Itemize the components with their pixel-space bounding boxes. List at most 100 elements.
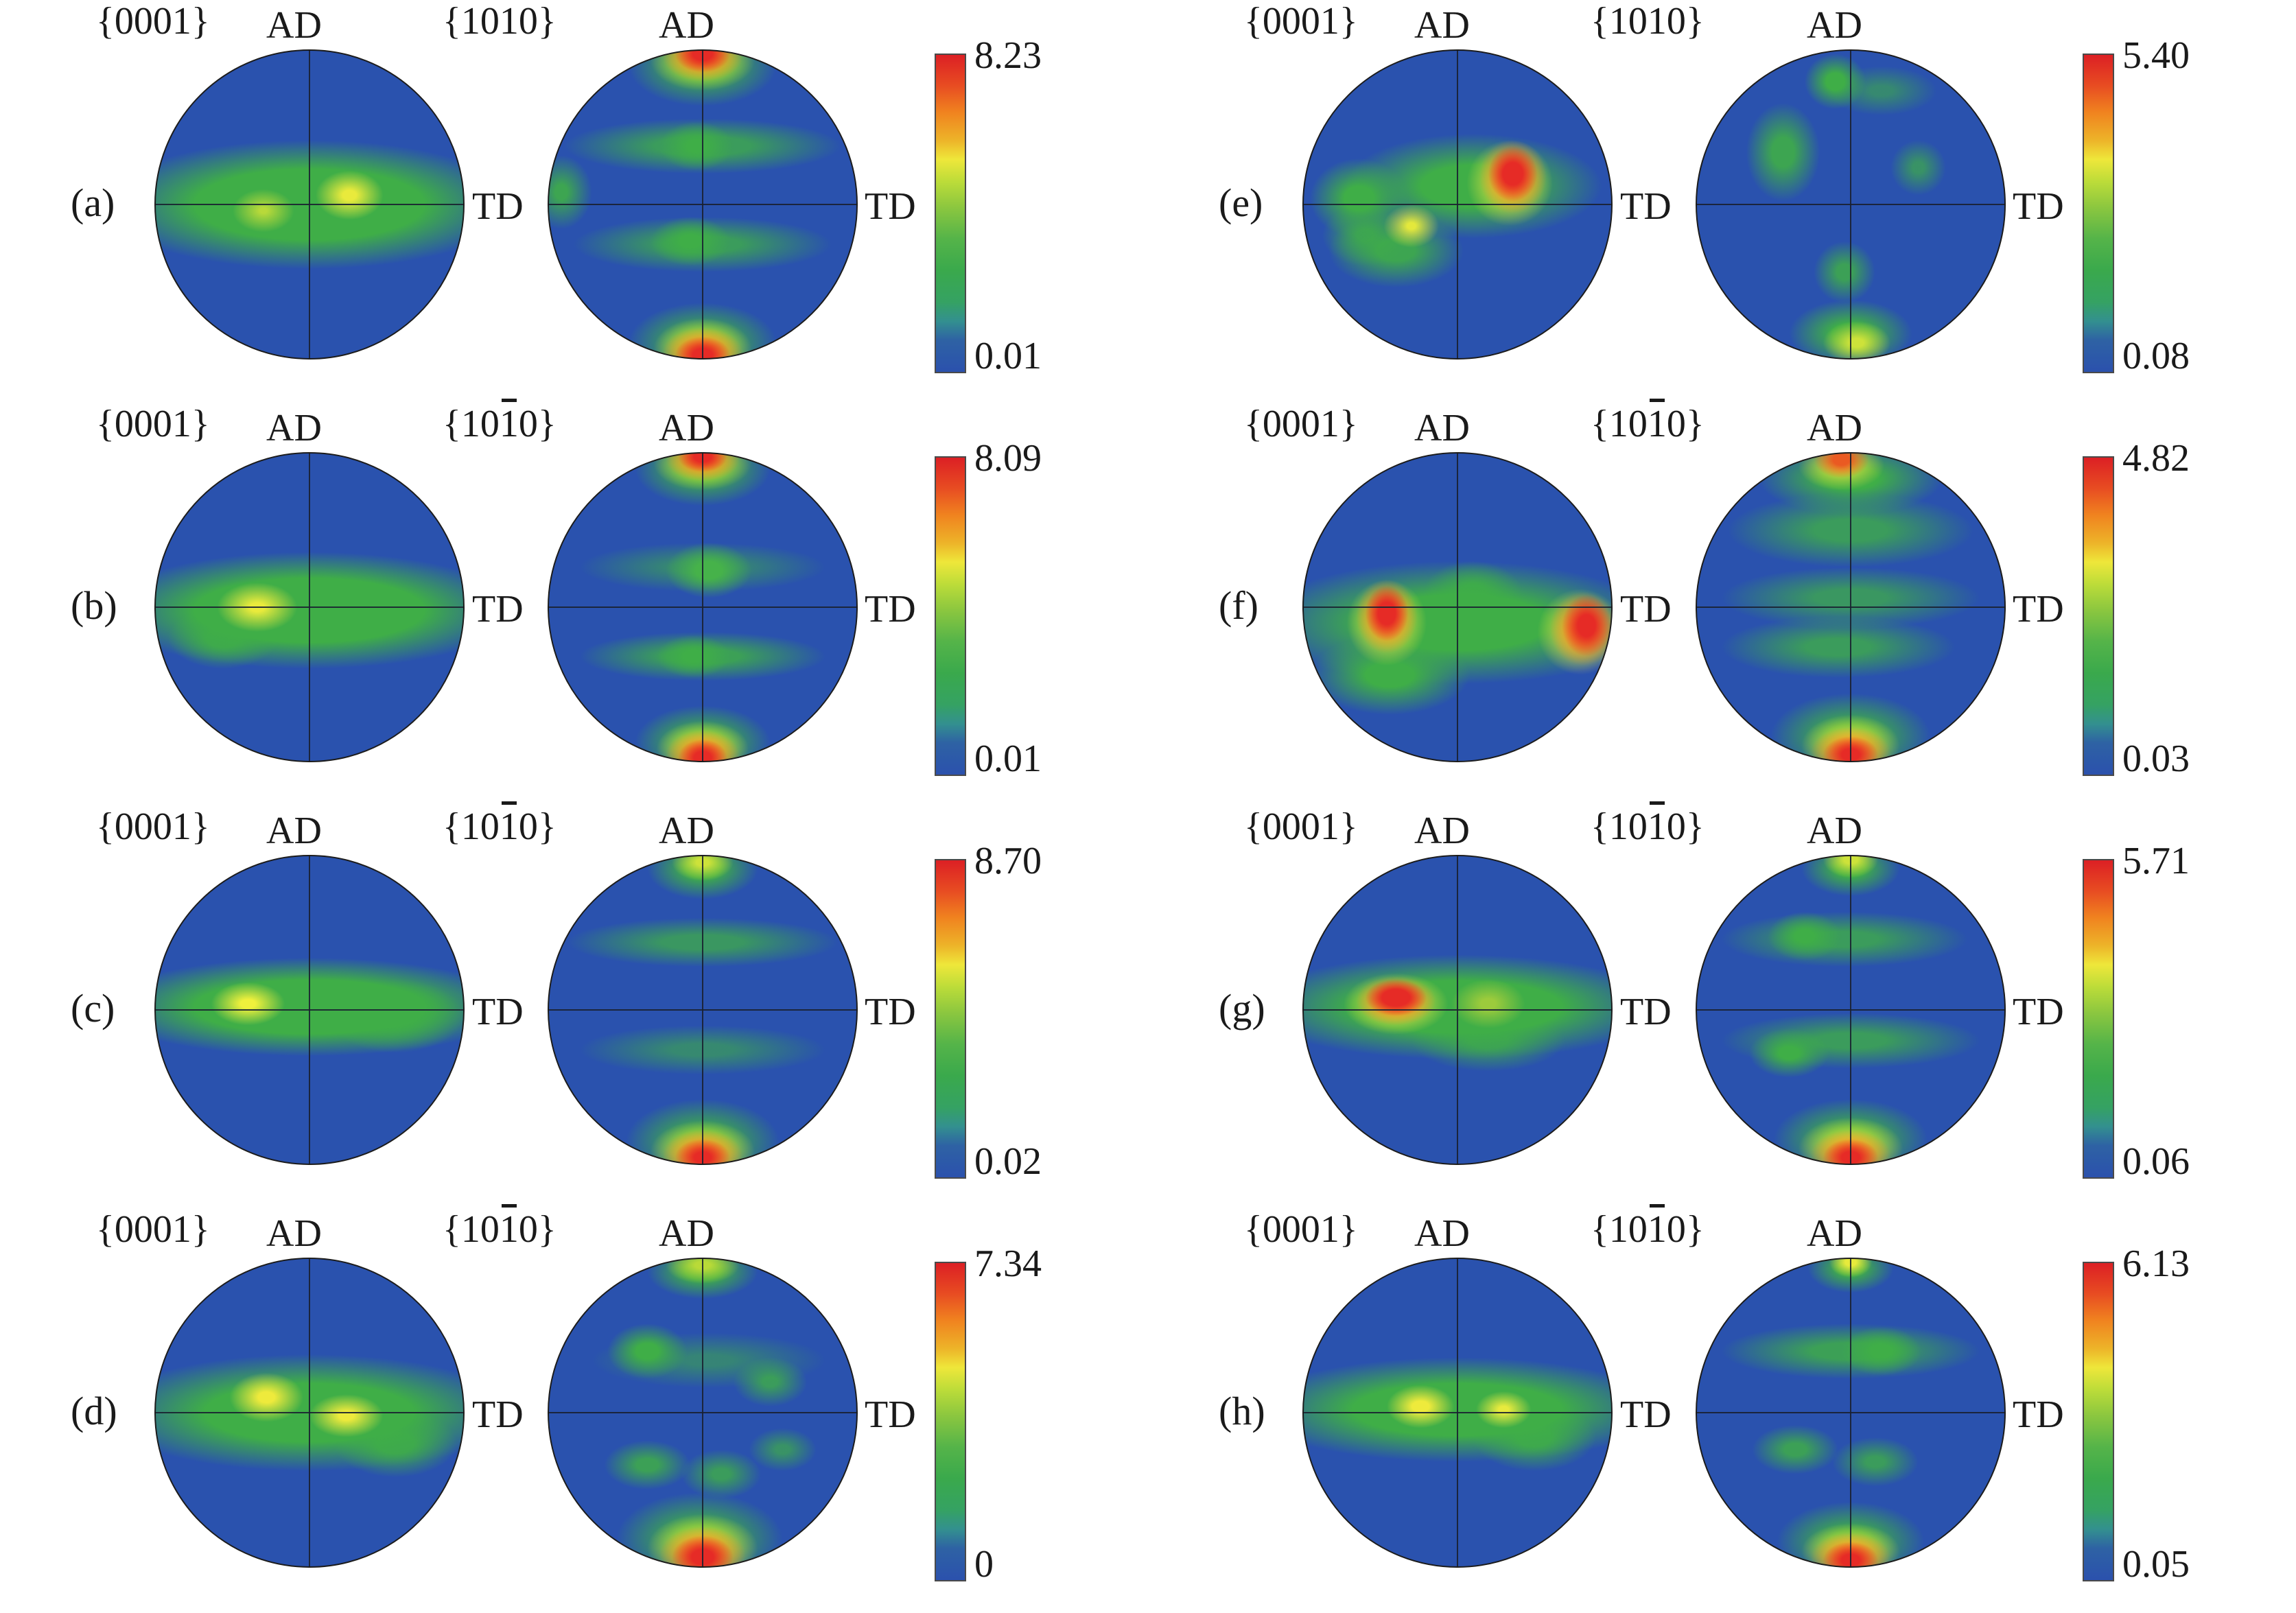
axis-label-ad-1-c: AD <box>266 810 322 852</box>
axis-label-td-1-g: TD <box>1620 991 1672 1033</box>
colorbar-min-value-e: 0.08 <box>2122 335 2190 377</box>
axis-label-td-1-c: TD <box>472 991 524 1033</box>
colorbar-min-value-f: 0.03 <box>2122 738 2190 780</box>
panel-letter-b: (b) <box>71 583 117 628</box>
panel-letter-f: (f) <box>1219 583 1258 628</box>
axis-label-ad-1-f: AD <box>1414 407 1470 449</box>
colorbar-max-value-f: 4.82 <box>2122 437 2190 480</box>
pole-figure-1010-f <box>1696 452 2006 762</box>
axis-label-td-1-e: TD <box>1620 185 1672 228</box>
pole-family-label-1010-h: {1010} <box>1591 1204 1705 1251</box>
family2-barred-digit: 1 <box>499 0 519 43</box>
colorbar-min-value-g: 0.06 <box>2122 1140 2190 1183</box>
axis-label-ad-1-g: AD <box>1414 810 1470 852</box>
family2-barred-digit: 1 <box>1647 1204 1667 1251</box>
axis-label-td-2-g: TD <box>2013 991 2064 1033</box>
pole-figure-0001-g <box>1302 855 1613 1165</box>
panel-f: {0001} AD (f) TD {1010} AD TD 4.82 0.03 <box>1148 399 2296 805</box>
pole-family-label-1010-f: {1010} <box>1591 399 1705 445</box>
family2-barred-digit: 1 <box>1647 399 1667 445</box>
family2-prefix: {10 <box>443 1208 500 1251</box>
family2-suffix: 0} <box>518 1208 557 1251</box>
panel-letter-g: (g) <box>1219 986 1265 1031</box>
family2-prefix: {10 <box>1591 805 1648 848</box>
axis-label-td-1-b: TD <box>472 588 524 631</box>
pole-figure-1010-c <box>548 855 858 1165</box>
panel-letter-d: (d) <box>71 1389 117 1433</box>
colorbar-max-value-c: 8.70 <box>974 840 1042 882</box>
family2-prefix: {10 <box>1591 0 1648 43</box>
pole-family-label-0001-a: {0001} <box>96 0 210 43</box>
axis-label-ad-2-a: AD <box>659 4 714 47</box>
pole-figure-1010-h <box>1696 1258 2006 1568</box>
panel-h: {0001} AD (h) TD {1010} AD TD 6.13 0.05 <box>1148 1204 2296 1611</box>
pole-figure-0001-d <box>154 1258 465 1568</box>
family2-suffix: 0} <box>1666 1208 1705 1251</box>
pole-family-label-1010-d: {1010} <box>443 1204 557 1251</box>
axis-label-td-2-h: TD <box>2013 1393 2064 1436</box>
colorbar-f <box>2083 456 2114 776</box>
family2-barred-digit: 1 <box>1647 0 1667 43</box>
pole-family-label-0001-d: {0001} <box>96 1208 210 1251</box>
pole-family-label-0001-g: {0001} <box>1244 805 1358 848</box>
axis-label-ad-2-e: AD <box>1807 4 1862 47</box>
family2-barred-digit: 1 <box>499 1204 519 1251</box>
family2-prefix: {10 <box>443 403 500 445</box>
colorbar-h <box>2083 1262 2114 1581</box>
axis-label-td-1-a: TD <box>472 185 524 228</box>
family2-prefix: {10 <box>1591 1208 1648 1251</box>
family2-prefix: {10 <box>1591 403 1648 445</box>
axis-label-td-1-h: TD <box>1620 1393 1672 1436</box>
colorbar-c <box>935 859 966 1179</box>
colorbar-max-value-d: 7.34 <box>974 1243 1042 1285</box>
colorbar-min-value-d: 0 <box>974 1543 994 1586</box>
axis-label-ad-1-d: AD <box>266 1212 322 1255</box>
pole-figure-0001-e <box>1302 49 1613 360</box>
axis-label-ad-2-c: AD <box>659 810 714 852</box>
axis-label-ad-2-g: AD <box>1807 810 1862 852</box>
axis-label-td-2-a: TD <box>865 185 916 228</box>
colorbar-min-value-a: 0.01 <box>974 335 1042 377</box>
panel-g: {0001} AD (g) TD {1010} AD TD 5.71 0.06 <box>1148 801 2296 1208</box>
family2-suffix: 0} <box>1666 0 1705 43</box>
colorbar-d <box>935 1262 966 1581</box>
pole-family-label-1010-g: {1010} <box>1591 801 1705 848</box>
axis-label-ad-2-h: AD <box>1807 1212 1862 1255</box>
pole-family-label-0001-c: {0001} <box>96 805 210 848</box>
panel-b: {0001} AD (b) TD {1010} AD TD 8.09 0.01 <box>0 399 1148 805</box>
colorbar-max-value-h: 6.13 <box>2122 1243 2190 1285</box>
panel-letter-a: (a) <box>71 180 115 225</box>
panel-letter-h: (h) <box>1219 1389 1265 1433</box>
pole-family-label-1010-c: {1010} <box>443 801 557 848</box>
family2-suffix: 0} <box>518 0 557 43</box>
axis-label-ad-1-a: AD <box>266 4 322 47</box>
pole-figure-1010-b <box>548 452 858 762</box>
colorbar-min-value-b: 0.01 <box>974 738 1042 780</box>
pole-figure-1010-a <box>548 49 858 360</box>
pole-family-label-1010-e: {1010} <box>1591 1 1705 42</box>
colorbar-min-value-c: 0.02 <box>974 1140 1042 1183</box>
colorbar-max-value-b: 8.09 <box>974 437 1042 480</box>
axis-label-ad-2-b: AD <box>659 407 714 449</box>
pole-figure-1010-e <box>1696 49 2006 360</box>
colorbar-max-value-a: 8.23 <box>974 34 1042 77</box>
pole-figure-0001-h <box>1302 1258 1613 1568</box>
panel-d: {0001} AD (d) TD {1010} AD TD 7.34 0 <box>0 1204 1148 1611</box>
pole-family-label-0001-f: {0001} <box>1244 403 1358 445</box>
colorbar-e <box>2083 54 2114 373</box>
axis-label-ad-1-b: AD <box>266 407 322 449</box>
family2-barred-digit: 1 <box>1647 801 1667 848</box>
axis-label-ad-1-e: AD <box>1414 4 1470 47</box>
colorbar-b <box>935 456 966 776</box>
panel-e: {0001} AD (e) TD {1010} AD TD 5.40 0.08 <box>1148 0 2296 403</box>
family2-suffix: 0} <box>1666 805 1705 848</box>
axis-label-td-2-b: TD <box>865 588 916 631</box>
pole-figure-0001-a <box>154 49 465 360</box>
pole-family-label-0001-h: {0001} <box>1244 1208 1358 1251</box>
axis-label-td-2-e: TD <box>2013 185 2064 228</box>
pole-family-label-0001-e: {0001} <box>1244 0 1358 43</box>
axis-label-ad-2-f: AD <box>1807 407 1862 449</box>
axis-label-td-2-d: TD <box>865 1393 916 1436</box>
family2-suffix: 0} <box>518 805 557 848</box>
